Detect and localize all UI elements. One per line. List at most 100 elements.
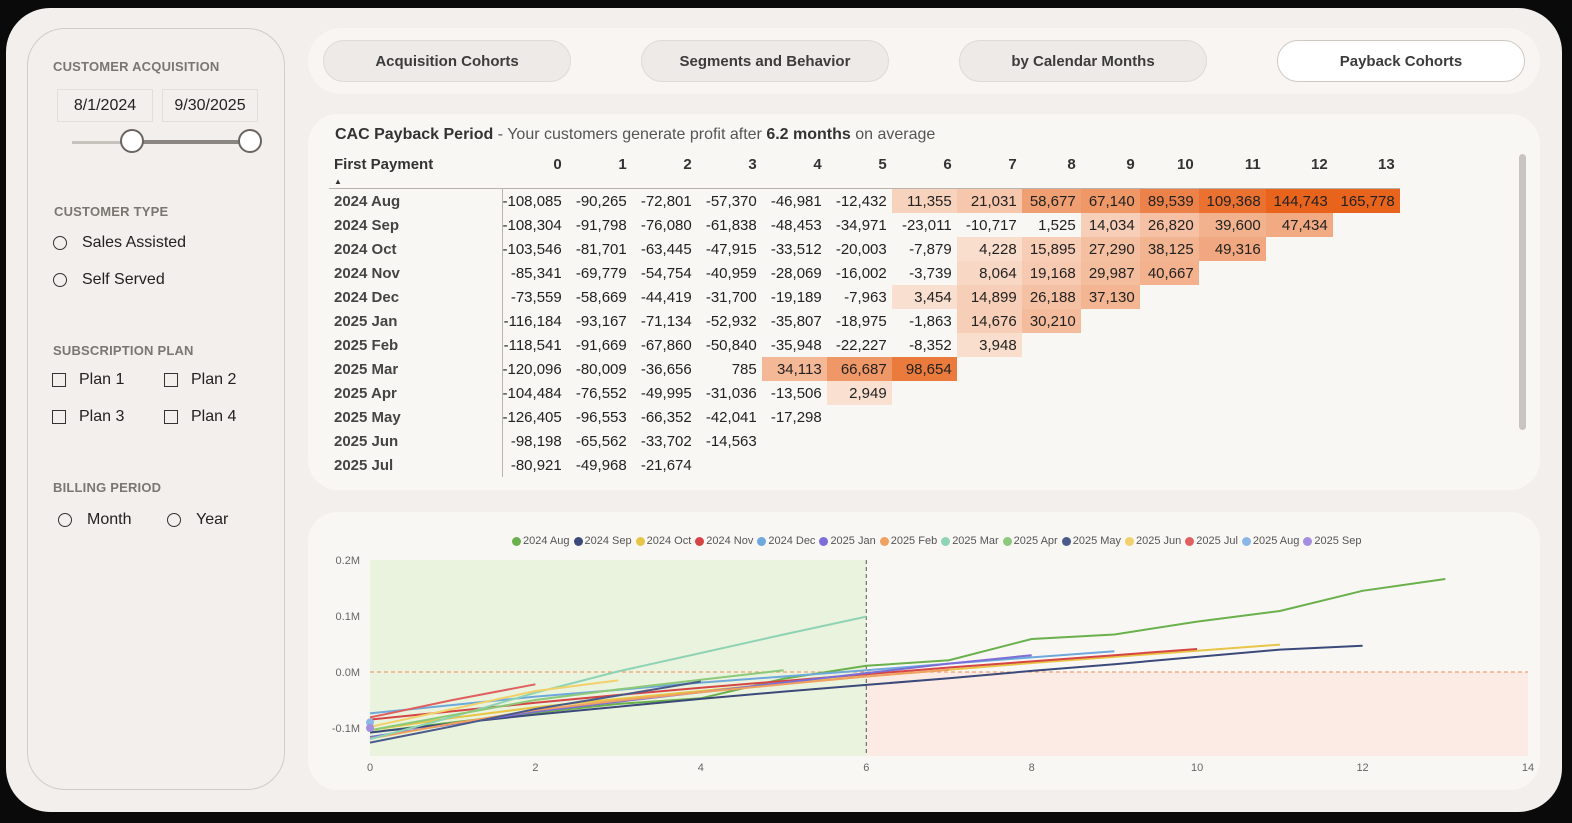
radio-icon[interactable]: [53, 236, 67, 250]
table-cell: -126,405: [502, 408, 562, 426]
tab-acquisition-cohorts[interactable]: Acquisition Cohorts: [323, 40, 571, 82]
legend-item[interactable]: 2025 May: [1061, 535, 1121, 547]
table-cell: 3,454: [891, 285, 957, 309]
radio-icon[interactable]: [167, 513, 181, 527]
table-cell: -49,968: [575, 456, 627, 474]
table-cell: -116,184: [503, 312, 562, 330]
table-cell: -3,739: [909, 264, 952, 282]
legend-item[interactable]: 2025 Feb: [879, 535, 937, 547]
table-row: 2025 Jun -98,198 -65,562 -33,702 -14,563: [329, 429, 1400, 453]
date-slider-start-handle[interactable]: [120, 129, 144, 153]
legend-item[interactable]: 2025 Aug: [1241, 535, 1299, 547]
legend-item[interactable]: 2024 Oct: [635, 535, 691, 547]
series-point: [366, 724, 374, 732]
radio-icon[interactable]: [58, 513, 72, 527]
table-cell: -16,002: [835, 264, 887, 282]
table-cell: -73,559: [510, 288, 562, 306]
legend-item[interactable]: 2025 Jan: [819, 535, 876, 547]
legend-item[interactable]: 2025 Sep: [1303, 535, 1362, 547]
checkbox-icon[interactable]: [164, 410, 178, 424]
table-cell: 26,188: [1021, 285, 1081, 309]
column-header[interactable]: 3: [696, 154, 762, 189]
y-tick-label: 0.1M: [336, 611, 360, 623]
checkbox-plan-4[interactable]: Plan 4: [164, 408, 236, 426]
table-row: 2025 Mar -120,096 -80,009 -36,656 785 34,113 6…: [329, 357, 1400, 381]
column-header[interactable]: 7: [956, 154, 1022, 189]
series-line: [369, 578, 1446, 734]
legend-item[interactable]: 2025 Jul: [1185, 535, 1238, 547]
tab-segments-behavior[interactable]: Segments and Behavior: [641, 40, 889, 82]
legend-dot-icon: [512, 536, 521, 546]
checkbox-icon[interactable]: [52, 373, 66, 387]
subscription-plan-title: SUBSCRIPTION PLAN: [53, 343, 194, 358]
legend-item[interactable]: 2024 Sep: [573, 535, 632, 547]
legend-item[interactable]: 2025 Apr: [1002, 535, 1058, 547]
table-cell: 8,064: [956, 261, 1022, 285]
table-cell: -34,971: [835, 216, 887, 234]
y-tick-label: 0.0M: [336, 667, 360, 679]
checkbox-plan-3[interactable]: Plan 3: [52, 408, 124, 426]
column-header[interactable]: 13: [1332, 154, 1400, 189]
date-start-input[interactable]: 8/1/2024: [57, 89, 153, 122]
table-cell: -44,419: [640, 288, 692, 306]
table-cell: 165,778: [1332, 188, 1400, 213]
checkbox-icon[interactable]: [164, 373, 178, 387]
legend-dot-icon: [879, 536, 889, 546]
checkbox-plan-1[interactable]: Plan 1: [52, 371, 124, 389]
table-cell: -20,003: [835, 240, 887, 258]
column-header[interactable]: 10: [1139, 154, 1199, 189]
row-header-first-payment[interactable]: First Payment ▲: [329, 154, 502, 189]
row-label: 2025 Feb: [329, 333, 503, 357]
column-header[interactable]: 6: [891, 154, 957, 189]
table-cell: 98,654: [891, 357, 957, 381]
column-header[interactable]: 4: [761, 154, 827, 189]
legend-item[interactable]: 2024 Aug: [512, 535, 570, 547]
table-cell: 30,210: [1021, 309, 1081, 333]
legend-item[interactable]: 2025 Jun: [1125, 535, 1181, 547]
legend-dot-icon: [1125, 536, 1135, 546]
legend-dot-icon: [1002, 536, 1012, 546]
table-scrollbar[interactable]: [1519, 154, 1526, 430]
checkbox-plan-2[interactable]: Plan 2: [164, 371, 236, 389]
row-label: 2025 Jan: [329, 309, 503, 333]
legend-item[interactable]: 2024 Dec: [757, 535, 815, 547]
tab-calendar-months[interactable]: by Calendar Months: [959, 40, 1207, 82]
table-cell: 66,687: [826, 357, 892, 381]
checkbox-icon[interactable]: [52, 410, 66, 424]
legend-item[interactable]: 2025 Mar: [941, 535, 999, 547]
radio-year[interactable]: Year: [167, 511, 228, 529]
column-header[interactable]: 11: [1198, 154, 1266, 189]
x-tick-label: 6: [863, 762, 869, 774]
column-header[interactable]: 5: [826, 154, 892, 189]
negative-region: [866, 672, 1528, 756]
sort-ascending-icon[interactable]: ▲: [334, 177, 342, 186]
column-header[interactable]: 1: [566, 154, 632, 189]
date-slider-end-handle[interactable]: [238, 129, 262, 153]
column-header[interactable]: 8: [1021, 154, 1081, 189]
column-header[interactable]: 2: [631, 154, 697, 189]
table-cell: -80,009: [575, 360, 627, 378]
row-label: 2024 Aug: [329, 188, 503, 213]
table-cell: -28,069: [770, 264, 822, 282]
date-end-input[interactable]: 9/30/2025: [162, 89, 258, 122]
radio-self-served[interactable]: Self Served: [53, 271, 165, 289]
table-cell: -67,860: [640, 336, 692, 354]
column-header[interactable]: 0: [502, 154, 567, 189]
table-cell: -91,669: [575, 336, 627, 354]
legend-dot-icon: [1185, 536, 1195, 546]
column-header[interactable]: 12: [1265, 154, 1333, 189]
legend-dot-icon: [1061, 536, 1071, 546]
table-cell: -40,959: [705, 264, 757, 282]
table-cell: -52,932: [705, 312, 757, 330]
radio-sales-assisted[interactable]: Sales Assisted: [53, 234, 186, 252]
radio-month[interactable]: Month: [58, 511, 131, 529]
table-cell: -7,879: [909, 240, 952, 258]
table-cell: 14,676: [956, 309, 1022, 333]
table-cell: 47,434: [1265, 213, 1333, 237]
radio-icon[interactable]: [53, 273, 67, 287]
column-header[interactable]: 9: [1080, 154, 1140, 189]
legend-item[interactable]: 2024 Nov: [695, 535, 753, 547]
table-cell: -71,134: [640, 312, 692, 330]
x-tick-label: 8: [1029, 762, 1035, 774]
tab-payback-cohorts[interactable]: Payback Cohorts: [1277, 40, 1525, 82]
